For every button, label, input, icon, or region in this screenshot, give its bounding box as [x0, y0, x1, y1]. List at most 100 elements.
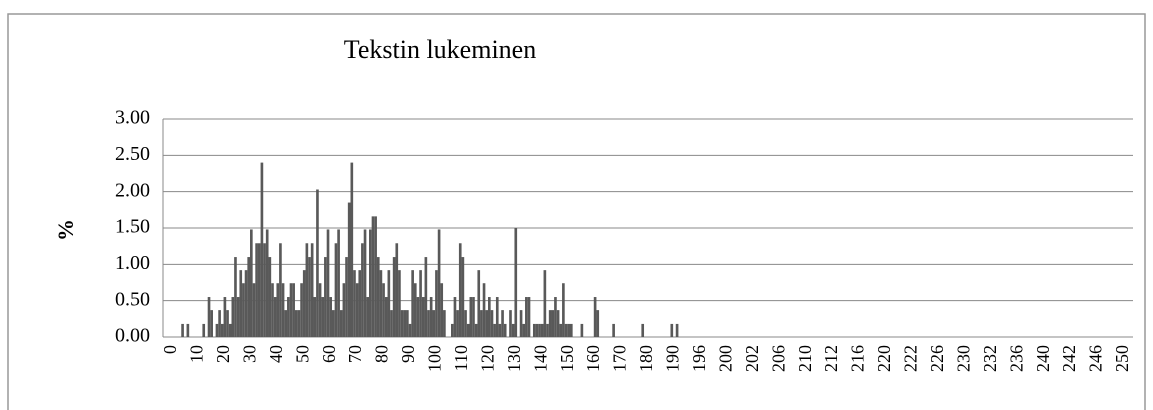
bar	[347, 202, 351, 337]
bar	[207, 297, 211, 337]
bar	[342, 283, 346, 337]
x-tick-label: 10	[187, 345, 207, 363]
bar	[287, 297, 290, 337]
bar	[186, 323, 190, 337]
x-tick-label: 150	[557, 345, 577, 372]
x-tick-label: 60	[319, 345, 339, 363]
x-tick-label: 230	[953, 345, 973, 372]
bar	[202, 323, 206, 337]
bar	[456, 310, 459, 337]
bar	[461, 257, 465, 337]
x-tick-label: 70	[345, 345, 365, 363]
bar	[466, 323, 470, 337]
bar	[239, 270, 243, 337]
x-tick-label: 222	[901, 345, 921, 372]
bar	[308, 257, 311, 337]
bar	[432, 310, 436, 337]
bar	[612, 323, 615, 337]
bar	[464, 310, 467, 337]
bar	[416, 297, 420, 337]
bar	[596, 310, 600, 337]
bar	[501, 310, 504, 337]
bar	[339, 310, 343, 337]
x-tick-label: 246	[1086, 345, 1106, 372]
bar	[519, 310, 523, 337]
x-tick-label: 196	[689, 345, 709, 372]
bar	[376, 257, 380, 337]
bar	[250, 229, 253, 337]
x-tick-label: 140	[530, 345, 550, 372]
bar	[514, 228, 518, 337]
bar	[450, 323, 454, 337]
bar	[242, 283, 245, 337]
y-tick-label: 1.50	[115, 216, 150, 238]
x-tick-label: 220	[874, 345, 894, 372]
bar	[400, 310, 404, 337]
bar	[223, 297, 227, 337]
bar	[244, 270, 248, 337]
y-axis-label: %	[53, 219, 78, 241]
x-tick-label: 216	[848, 345, 868, 372]
bar	[419, 270, 422, 337]
bar	[384, 297, 388, 337]
bar	[535, 323, 539, 337]
bar	[443, 310, 446, 337]
bar	[540, 323, 544, 337]
bar	[234, 257, 237, 337]
bar	[260, 162, 264, 337]
x-tick-label: 210	[795, 345, 815, 372]
y-tick-label: 0.00	[115, 325, 150, 347]
bar	[271, 283, 274, 337]
y-tick-label: 2.50	[115, 143, 150, 165]
bar	[477, 270, 481, 337]
bar	[480, 310, 483, 337]
bar	[482, 283, 486, 337]
bar	[567, 323, 570, 337]
chart-frame	[7, 13, 1146, 410]
bar	[265, 229, 269, 337]
bar	[387, 270, 391, 337]
bar	[268, 257, 272, 337]
x-tick-label: 206	[768, 345, 788, 372]
bar	[350, 162, 354, 337]
bar	[474, 323, 478, 337]
bar	[498, 323, 502, 337]
bar	[231, 297, 235, 337]
bar	[495, 297, 499, 337]
y-tick-label: 1.00	[115, 252, 150, 274]
bar	[511, 323, 515, 337]
bar	[641, 323, 645, 337]
bar	[421, 297, 425, 337]
x-tick-label: 90	[398, 345, 418, 363]
x-tick-label: 0	[160, 345, 180, 354]
bar	[226, 310, 229, 337]
x-tick-label: 212	[821, 345, 841, 372]
bar	[302, 270, 306, 337]
bar	[329, 297, 332, 337]
bar	[538, 323, 541, 337]
bar	[437, 229, 441, 337]
x-tick-label: 20	[213, 345, 233, 363]
bar	[493, 323, 496, 337]
bar	[255, 243, 258, 337]
x-tick-label: 120	[477, 345, 497, 372]
x-tick-label: 240	[1033, 345, 1053, 372]
bar	[427, 310, 430, 337]
bar	[593, 297, 597, 337]
bar	[324, 257, 327, 337]
bar	[263, 243, 266, 337]
bar	[408, 323, 412, 337]
bar	[395, 243, 399, 337]
bar	[532, 323, 536, 337]
bar	[353, 270, 356, 337]
bar	[310, 243, 314, 337]
bar	[292, 283, 295, 337]
bar	[297, 310, 301, 337]
bar	[551, 310, 555, 337]
bar	[358, 270, 362, 337]
bar	[294, 310, 298, 337]
x-tick-label: 100	[425, 345, 445, 372]
bar	[413, 283, 417, 337]
x-tick-label: 40	[266, 345, 286, 363]
bar	[300, 283, 303, 337]
